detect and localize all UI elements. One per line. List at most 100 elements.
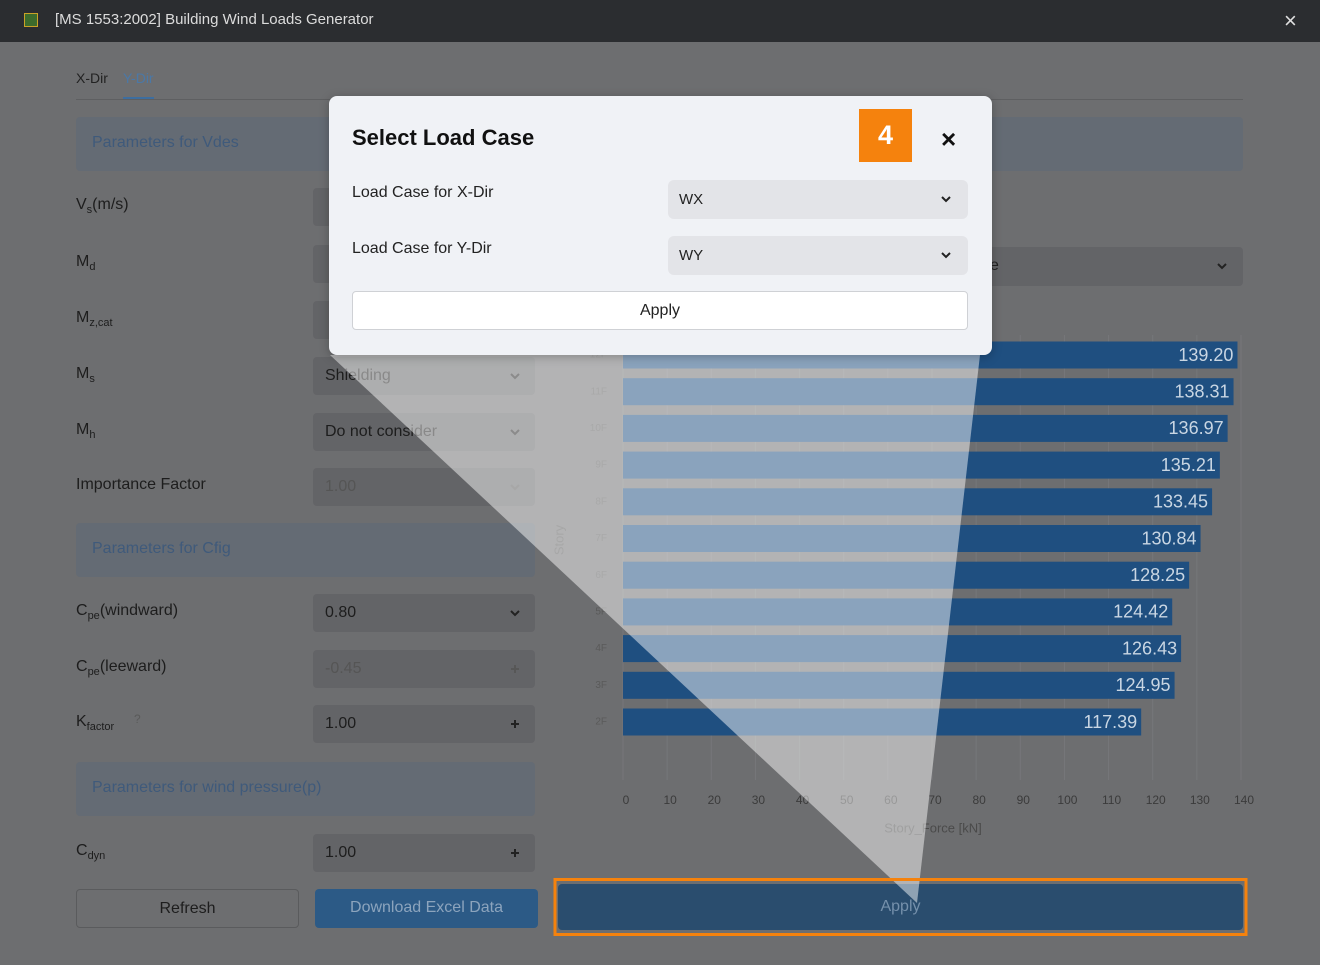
y-tick-label: 2F [595, 717, 607, 728]
label-subscript: s [89, 373, 95, 385]
field-input[interactable]: 0.80 [313, 594, 535, 632]
bar [623, 671, 1175, 699]
highlight-box [553, 878, 1248, 936]
label-text: M [76, 421, 90, 438]
field-label: Vs(m/s) [76, 196, 129, 216]
field-value: 1.00 [325, 478, 357, 495]
x-tick-label: 140 [1234, 793, 1254, 807]
value-label: 128.25 [1130, 565, 1185, 585]
field-label: Cdyn [76, 842, 105, 862]
field-value: 1.00 [325, 844, 357, 861]
x-tick-label: 20 [708, 793, 722, 807]
select-value: WX [679, 191, 704, 208]
y-tick-label: 4F [595, 643, 607, 654]
value-label: 139.20 [1178, 345, 1233, 365]
load-case-select[interactable]: WY [668, 236, 968, 275]
app-icon [24, 13, 38, 27]
apply-button[interactable]: Apply [558, 884, 1243, 930]
button-text: Apply [880, 898, 921, 915]
chevron-icon [510, 373, 520, 380]
field-label: Importance Factor [76, 476, 206, 494]
x-tick-label: 110 [1102, 793, 1121, 807]
plus-icon [511, 665, 519, 673]
dialog-apply-button[interactable]: Apply [352, 291, 968, 330]
y-tick-label: 6F [595, 570, 607, 581]
bar [623, 451, 1220, 479]
field-label: Mh [76, 421, 95, 441]
label-text: C [76, 842, 88, 859]
x-tick-label: 90 [1017, 793, 1031, 807]
y-tick-label: 9F [595, 460, 607, 471]
dialog-close[interactable]: × [941, 124, 957, 154]
callout-beam [330, 355, 980, 903]
field-input[interactable]: 1.00 [313, 834, 535, 872]
button-text: Download Excel Data [350, 899, 503, 916]
select-label: Load Case for Y-Dir [352, 240, 492, 257]
bar [623, 561, 1190, 589]
label-text: V [76, 196, 87, 213]
chevron-icon [510, 484, 520, 491]
label-text: M [76, 309, 90, 326]
field-input[interactable]: Do not consider [313, 413, 535, 451]
section-header: Parameters for Cfig [76, 523, 535, 577]
x-tick-label: 60 [884, 793, 898, 807]
field-value: Shielding [325, 367, 391, 385]
label-text: C [76, 602, 88, 619]
label-subscript: factor [86, 721, 115, 733]
plus-icon [511, 720, 519, 728]
bar [623, 414, 1228, 442]
tab-underline [123, 97, 154, 99]
x-tick-label: 0 [623, 793, 630, 807]
label-subscript: d [89, 261, 96, 273]
value-label: 124.95 [1116, 675, 1171, 695]
x-axis-label: Story_Force [kN] [884, 820, 982, 835]
select-value: WY [679, 247, 704, 264]
x-tick-label: 40 [796, 793, 810, 807]
dialog-title: Select Load Case [352, 125, 535, 150]
bar [623, 635, 1182, 663]
field-value: Do not consider [325, 423, 438, 440]
field-label: Cpe(leeward) [76, 658, 167, 678]
x-tick-label: 10 [663, 793, 677, 807]
label-subscript: pe [87, 610, 100, 622]
label-subscript: dyn [87, 850, 106, 862]
tab-active[interactable]: Y-Dir [123, 70, 154, 86]
download-button[interactable]: Download Excel Data [315, 889, 538, 928]
field-input[interactable]: 1.00 [313, 705, 535, 743]
section-header: Parameters for wind pressure(p) [76, 762, 535, 816]
field-input[interactable]: Shielding [313, 357, 535, 395]
help-icon: ? [134, 712, 141, 726]
label-text: M [76, 365, 90, 382]
close-button[interactable]: × [1284, 8, 1297, 33]
x-tick-label: 130 [1190, 793, 1210, 807]
refresh-button[interactable]: Refresh [76, 889, 299, 928]
field-value: -0.45 [325, 660, 362, 677]
bar [623, 708, 1142, 736]
y-tick-label: 8F [595, 496, 607, 507]
label-subscript: z,cat [89, 317, 113, 329]
label-text: Importance Factor [76, 476, 206, 493]
value-label: 126.43 [1122, 638, 1177, 658]
x-tick-label: 30 [752, 793, 766, 807]
select-label: Load Case for X-Dir [352, 184, 494, 201]
value-label: 117.39 [1083, 712, 1137, 732]
load-case-select[interactable]: WX [668, 180, 968, 219]
tab[interactable]: X-Dir [76, 70, 108, 86]
y-tick-label: 12F [590, 350, 607, 361]
window-title: [MS 1553:2002] Building Wind Loads Gener… [55, 11, 374, 28]
x-tick-label: 80 [972, 793, 986, 807]
dialog: Select Load Case 4 × Load Case for X-Dir WX L… [329, 96, 992, 355]
y-tick-label: 10F [590, 423, 607, 434]
section-title: Parameters for Cfig [92, 540, 231, 557]
select-text: e [990, 257, 999, 274]
label-suffix: (m/s) [92, 196, 129, 213]
x-tick-label: 50 [840, 793, 854, 807]
value-label: 136.97 [1169, 418, 1224, 438]
y-tick-label: 11F [591, 386, 608, 397]
chevron-icon [941, 252, 951, 259]
y-tick-label: 5F [595, 607, 607, 618]
chevron-icon [510, 610, 520, 617]
bar [623, 488, 1213, 516]
label-text: C [76, 658, 88, 675]
